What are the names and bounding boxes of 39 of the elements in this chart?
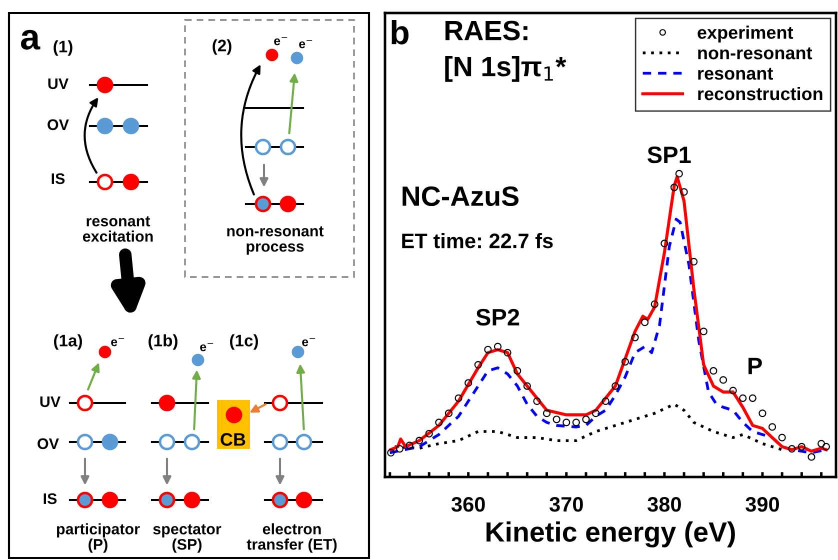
text: e$^{−}$ [302, 338, 316, 346]
text: participator (P) [56, 523, 140, 553]
text: IS [52, 173, 65, 184]
text: b [392, 20, 409, 44]
text: IS [44, 493, 57, 504]
legend-label: non-resonant [698, 47, 812, 60]
text: UV [40, 396, 61, 408]
text: (1a) [54, 334, 82, 350]
legend-label: reconstruction [698, 86, 822, 100]
x-tick-label: 390 [746, 496, 779, 512]
legend-label: experiment [698, 26, 794, 42]
text: e$^{−}$ [274, 37, 288, 46]
text: electron transfer (ET) [246, 523, 337, 553]
text: (2) [212, 39, 232, 55]
text: non-resonant process [227, 226, 324, 255]
text: (1) [54, 40, 72, 56]
text: e$^{−}$ [200, 343, 214, 352]
text: SP1 [647, 146, 691, 164]
text: e$^{−}$ [111, 338, 124, 346]
annotation: P [748, 358, 762, 374]
text: CB [220, 433, 246, 446]
annotation: ET time: 22.7 fs [402, 232, 553, 248]
chart-title: RAES: [N 1s]π$_{1}$* [445, 20, 566, 82]
text: OV [48, 119, 69, 130]
x-tick-label: 370 [549, 496, 583, 512]
text: spectator (SP) [153, 524, 222, 553]
x-tick-label: 380 [648, 496, 681, 512]
x-axis-title: Kinetic energy (eV) [486, 521, 735, 548]
x-tick-label: 360 [451, 496, 485, 512]
text: (1c) [230, 334, 258, 350]
text: OV [38, 438, 59, 450]
text: a [21, 30, 40, 50]
annotation: NC-AzuS [402, 186, 519, 206]
text: (1b) [148, 334, 178, 350]
annotation: SP2 [476, 308, 520, 326]
text: UV [48, 78, 69, 90]
text: resonant excitation [82, 216, 153, 242]
text: e$^{−}$ [299, 40, 312, 48]
legend-label: resonant [698, 68, 773, 80]
